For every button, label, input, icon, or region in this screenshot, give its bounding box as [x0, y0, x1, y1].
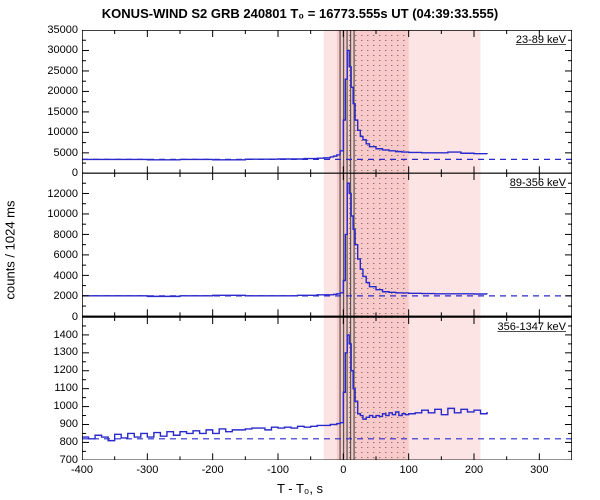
y-tick-label: 1000	[54, 400, 82, 412]
y-tick-label: 900	[60, 418, 82, 430]
y-tick-label: 2000	[54, 290, 82, 302]
y-tick-label: 15000	[47, 106, 82, 118]
x-tick-label: -300	[136, 460, 158, 476]
panel-low: 0500010000150002000025000300003500023-89…	[82, 30, 572, 173]
panel-mid: 02000400060008000100001200089-356 keV	[82, 173, 572, 316]
panel-energy-label: 89-356 keV	[510, 177, 566, 189]
y-tick-label: 20000	[47, 85, 82, 97]
y-tick-label: 800	[60, 436, 82, 448]
y-tick-label: 1200	[54, 364, 82, 376]
y-tick-label: 35000	[47, 24, 82, 36]
y-tick-label: 0	[72, 167, 82, 179]
y-tick-label: 1400	[54, 329, 82, 341]
x-tick-label: 100	[399, 460, 417, 476]
y-tick-label: 10000	[47, 208, 82, 220]
y-tick-label: 6000	[54, 249, 82, 261]
y-tick-label: 0	[72, 311, 82, 323]
y-tick-label: 1300	[54, 346, 82, 358]
x-tick-label: -400	[71, 460, 93, 476]
y-tick-label: 25000	[47, 65, 82, 77]
x-axis-label: T - T₀, s	[0, 481, 600, 496]
y-tick-label: 10000	[47, 126, 82, 138]
figure: KONUS-WIND S2 GRB 240801 T₀ = 16773.555s…	[0, 0, 600, 500]
y-tick-label: 8000	[54, 229, 82, 241]
y-tick-label: 30000	[47, 44, 82, 56]
x-tick-label: 0	[340, 460, 346, 476]
x-tick-label: 300	[530, 460, 548, 476]
y-axis-label: counts / 1024 ms	[3, 201, 18, 300]
panel-energy-label: 356-1347 keV	[498, 321, 567, 333]
y-tick-label: 4000	[54, 270, 82, 282]
panel-energy-label: 23-89 keV	[516, 34, 566, 46]
x-tick-label: -200	[202, 460, 224, 476]
x-tick-label: 200	[465, 460, 483, 476]
y-tick-label: 5000	[54, 147, 82, 159]
y-tick-label: 12000	[47, 188, 82, 200]
panel-high: 70080090010001100120013001400356-1347 ke…	[82, 317, 572, 460]
x-tick-label: -100	[267, 460, 289, 476]
figure-title: KONUS-WIND S2 GRB 240801 T₀ = 16773.555s…	[0, 6, 600, 21]
y-tick-label: 1100	[54, 382, 82, 394]
